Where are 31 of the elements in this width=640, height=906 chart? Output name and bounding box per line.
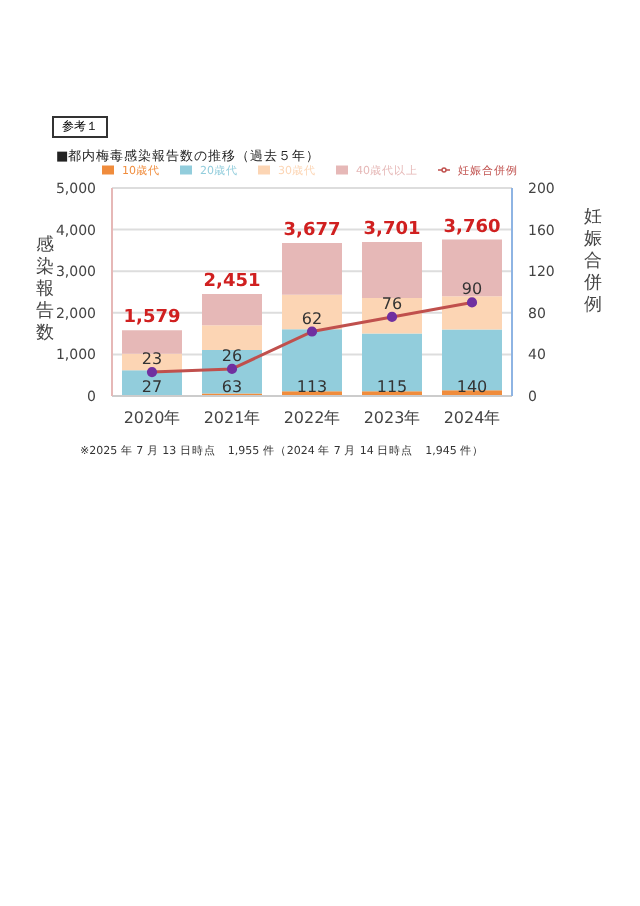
bar — [202, 294, 262, 326]
bar — [282, 243, 342, 295]
total-label: 2,451 — [203, 272, 261, 293]
bar — [362, 242, 422, 299]
total-label: 3,701 — [363, 220, 421, 241]
y2-axis-title: 妊娠合併例 — [584, 208, 604, 318]
bar — [442, 296, 502, 330]
y-axis-title: 感染報告数 — [36, 236, 56, 346]
bar — [202, 325, 262, 351]
bar — [442, 239, 502, 297]
data-label: 26 — [221, 346, 243, 365]
bar — [122, 330, 182, 354]
bar — [282, 329, 342, 392]
bar — [362, 333, 422, 392]
x-tick-label: 2022年 — [283, 409, 341, 428]
total-label: 3,760 — [443, 217, 501, 238]
x-tick-label: 2021年 — [203, 409, 261, 428]
data-label: 113 — [296, 378, 328, 396]
data-label: 27 — [141, 378, 163, 396]
total-label: 3,677 — [283, 221, 341, 242]
x-tick-label: 2020年 — [123, 409, 181, 428]
data-label: 90 — [461, 280, 483, 299]
data-label: 23 — [141, 350, 163, 369]
x-tick-label: 2023年 — [363, 409, 421, 428]
data-label: 62 — [301, 309, 323, 328]
bar — [442, 329, 502, 391]
total-label: 1,579 — [123, 308, 181, 329]
data-label: 76 — [381, 294, 403, 313]
data-label: 63 — [221, 378, 243, 396]
x-tick-label: 2024年 — [443, 409, 501, 428]
data-label: 115 — [376, 378, 408, 396]
